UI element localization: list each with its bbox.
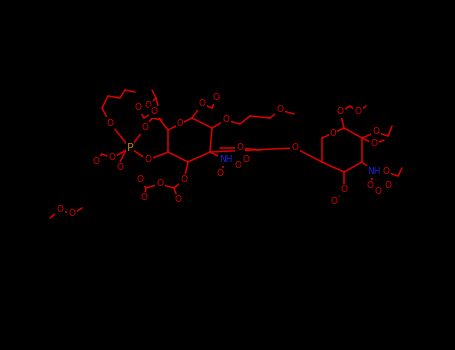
Text: NH: NH [219,155,233,164]
Text: O: O [92,158,100,167]
Text: O: O [145,155,152,164]
Text: O: O [234,161,242,170]
Text: O: O [277,105,283,114]
Text: O: O [56,205,64,215]
Text: O: O [145,102,152,111]
Text: O: O [212,93,219,103]
Text: O: O [330,197,338,206]
Text: O: O [222,116,229,125]
Text: O: O [384,182,391,190]
Text: O: O [366,182,374,190]
Text: O: O [157,180,163,189]
Text: O: O [370,140,378,148]
Text: O: O [292,144,298,153]
Text: O: O [175,196,182,204]
Text: O: O [136,175,143,184]
Text: O: O [340,186,348,195]
Text: O: O [217,169,223,178]
Text: O: O [106,119,113,127]
Text: O: O [330,128,336,138]
Text: O: O [374,188,381,196]
Text: O: O [181,175,187,184]
Text: NH: NH [367,168,381,176]
Text: O: O [116,163,123,173]
Text: O: O [142,124,148,133]
Text: O: O [177,119,183,128]
Text: O: O [135,104,142,112]
Text: O: O [198,99,206,108]
Text: O: O [373,127,379,136]
Text: O: O [383,168,389,176]
Text: O: O [141,194,147,203]
Text: O: O [354,107,362,117]
Text: O: O [243,155,249,164]
Text: O: O [69,210,76,218]
Text: O: O [108,154,116,162]
Text: O: O [337,107,344,117]
Text: O: O [151,107,157,117]
Text: O: O [237,144,243,153]
Text: P: P [126,143,133,153]
